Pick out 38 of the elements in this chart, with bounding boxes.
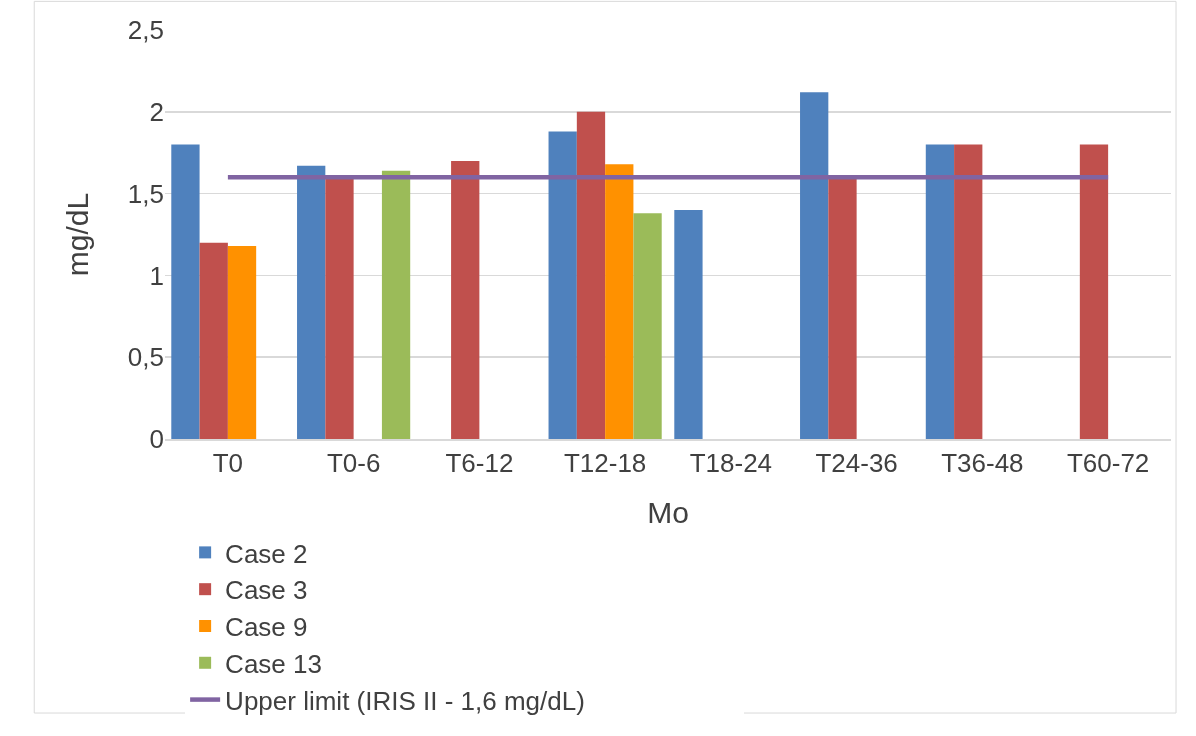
bar [325, 177, 354, 439]
y-axis-title: mg/dL [60, 192, 94, 277]
x-tick-label: T24-36 [815, 448, 898, 479]
x-axis-title: Mo [647, 496, 689, 530]
x-tick-label: T12-18 [563, 448, 647, 479]
legend-label: Case 9 [225, 612, 308, 643]
bar [1079, 144, 1109, 439]
bar [171, 144, 200, 439]
legend-label: Upper limit (IRIS II - 1,6 mg/dL) [225, 685, 585, 716]
bar [227, 245, 257, 439]
legend-label: Case 2 [225, 538, 308, 569]
y-tick-label: 0 [149, 424, 164, 455]
bar [674, 209, 703, 439]
bar [954, 144, 983, 439]
bar [297, 165, 326, 439]
x-tick-label: T0 [212, 448, 244, 479]
bar [451, 160, 480, 439]
y-tick-label: 0,5 [127, 342, 164, 373]
x-tick-label: T0-6 [326, 448, 381, 479]
y-tick-label: 1,5 [127, 178, 164, 209]
x-tick-label: T36-48 [941, 448, 1024, 479]
x-tick-label: T60-72 [1066, 448, 1150, 479]
bar [828, 177, 857, 439]
bar [605, 164, 634, 439]
y-tick-label: 1 [149, 260, 164, 291]
x-tick-label: T6-12 [445, 448, 514, 479]
bar [576, 111, 606, 439]
y-tick-label: 2,5 [127, 15, 164, 46]
bar [800, 92, 829, 439]
y-tick-label: 2 [149, 96, 164, 127]
legend-label: Case 13 [225, 648, 322, 679]
bar [199, 242, 228, 439]
bar [548, 131, 577, 439]
bar [925, 144, 955, 439]
bar [381, 170, 411, 439]
x-tick-label: T18-24 [689, 448, 773, 479]
legend-label: Case 3 [225, 575, 308, 606]
bar [633, 213, 662, 439]
